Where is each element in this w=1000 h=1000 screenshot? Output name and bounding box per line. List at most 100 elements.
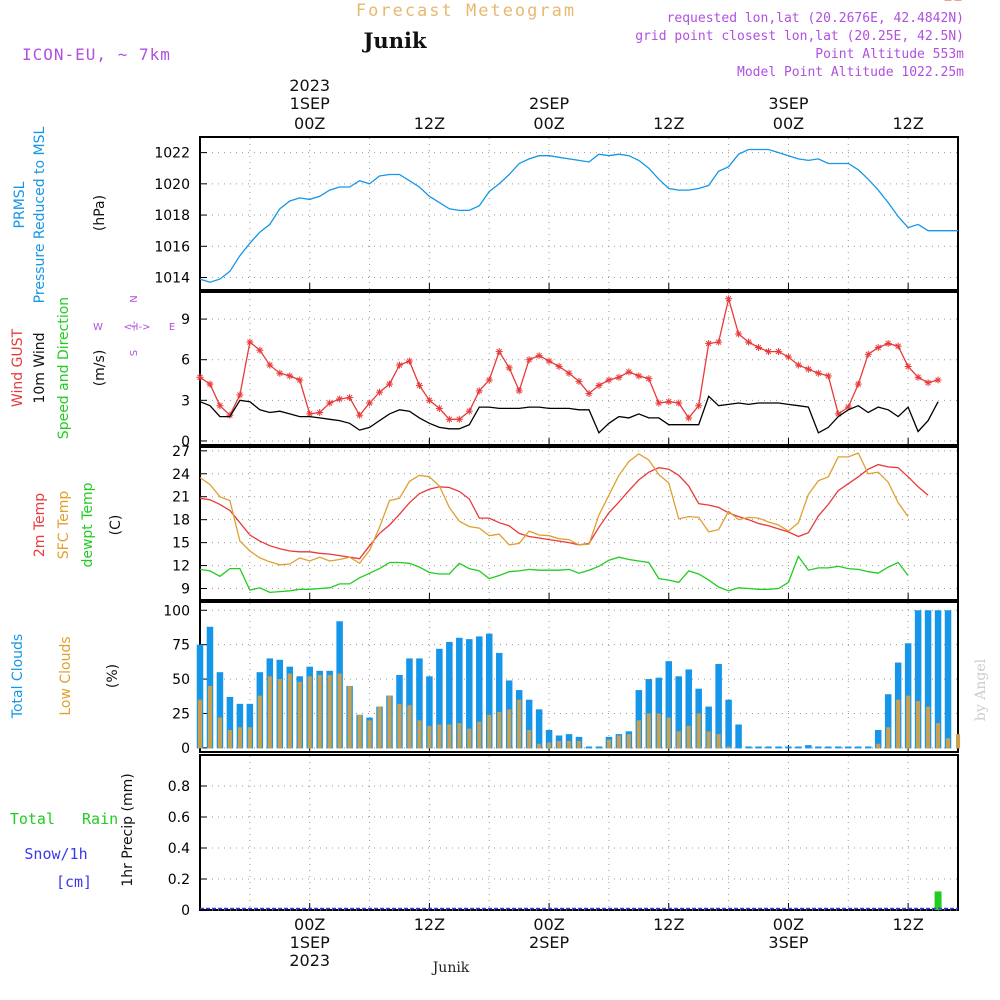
gust-marker <box>625 368 633 376</box>
clouds-unit: (%) <box>105 664 121 688</box>
footer-location: Junik <box>431 960 470 976</box>
temperature-ytick-label: 27 <box>172 444 190 460</box>
requested-lonlat: requested lon,lat (20.2676E, 42.4842N) <box>667 11 964 26</box>
bottom-axis-hour: 12Z <box>414 915 445 934</box>
clouds-ytick-label: 25 <box>172 706 190 722</box>
low-cloud-bar <box>656 713 661 749</box>
gust-marker <box>575 377 583 385</box>
gust-marker <box>854 380 862 388</box>
top-axis-hour: 12Z <box>653 114 684 133</box>
gust-marker <box>745 338 753 346</box>
low-cloud-bar <box>327 674 332 749</box>
low-cloud-bar <box>387 695 392 749</box>
compass-e: E <box>169 322 175 333</box>
low-cloud-bar <box>277 679 282 749</box>
wind-ytick-label: 3 <box>181 393 190 409</box>
total-cloud-bar <box>825 746 832 749</box>
gust-marker <box>934 376 942 384</box>
bottom-axis-hour: 12Z <box>653 915 684 934</box>
compass-rose: N -I- S W <-I-> E <box>93 295 175 356</box>
total-rain-label: Total Rain <box>10 810 118 828</box>
gust-marker <box>346 394 354 402</box>
gust-marker <box>485 376 493 384</box>
low-cloud-bar <box>537 743 542 749</box>
gust-marker <box>874 344 882 352</box>
temperature-ytick-label: 21 <box>172 490 190 506</box>
gust-marker <box>356 411 364 419</box>
gust-marker <box>844 403 852 411</box>
low-cloud-bar <box>497 712 502 749</box>
temperature-ytick-label: 9 <box>181 582 190 598</box>
total-cloud-bar <box>864 746 872 749</box>
low-clouds-label: Low Clouds <box>58 636 74 715</box>
precip-panel: 0 0.2 0.4 0.6 0.8 <box>168 754 959 919</box>
total-cloud-bar <box>216 672 224 749</box>
precip-unit: 1hr Precip (mm) <box>120 773 136 886</box>
top-axis-hour: 00Z <box>773 114 804 133</box>
bottom-axis-hour: 00Z <box>294 915 325 934</box>
top-axis-tick-12: 12Z <box>414 114 445 133</box>
total-cloud-bar <box>466 639 473 749</box>
gust-marker <box>904 362 912 370</box>
low-cloud-bar <box>267 676 272 749</box>
chart-title: Forecast Meteogram <box>356 1 576 21</box>
top-axis-hour: 00Z <box>533 114 564 133</box>
low-cloud-bar <box>367 720 372 749</box>
low-cloud-bar <box>517 699 522 749</box>
wind-ytick-label: 9 <box>181 312 190 328</box>
gust-marker <box>535 352 543 360</box>
gust-marker <box>455 415 463 423</box>
gust-marker <box>635 372 643 380</box>
precip-frame <box>199 754 959 911</box>
total-cloud-bar <box>735 724 742 749</box>
low-cloud-bar <box>217 717 222 749</box>
bottom-axis-hour: 00Z <box>533 915 564 934</box>
gust-marker <box>565 369 573 377</box>
low-cloud-bar <box>716 734 721 749</box>
low-cloud-bar <box>576 740 582 749</box>
gust-marker <box>765 348 772 356</box>
top-axis-hour: 00Z <box>294 114 325 133</box>
wind-series-wind-gust <box>199 298 939 420</box>
low-cloud-bar <box>616 735 621 749</box>
gust-marker <box>395 361 403 369</box>
low-cloud-bar <box>197 699 203 749</box>
temperature-ytick-label: 12 <box>172 559 190 575</box>
gust-marker <box>645 375 653 383</box>
low-cloud-bar <box>457 723 462 749</box>
gust-marker <box>236 391 244 399</box>
compass-n: N <box>129 295 140 302</box>
top-axis-tick-60: 12Z <box>892 114 923 133</box>
top-axis-hour: 12Z <box>892 114 923 133</box>
gust-marker <box>864 350 872 358</box>
top-axis-day: 1SEP <box>290 94 330 113</box>
wind-gust-label: Wind GUST <box>10 328 26 407</box>
pressure-panel: 1014 1016 1018 1020 1022 <box>154 136 959 291</box>
temperature-ytick-label: 18 <box>172 513 190 529</box>
gust-marker <box>336 395 344 403</box>
snow-unit-label: [cm] <box>56 873 92 891</box>
total-cloud-bar <box>934 610 942 749</box>
low-cloud-bar <box>297 681 302 749</box>
gust-marker <box>755 344 763 352</box>
low-cloud-bar <box>876 743 881 749</box>
total-cloud-bar <box>775 746 782 749</box>
credit-label: by Angel <box>973 658 989 721</box>
temperature-frame <box>199 446 959 601</box>
low-cloud-bar <box>377 706 382 749</box>
gust-marker <box>725 295 733 303</box>
total-cloud-bar <box>725 699 732 749</box>
precip-ytick-label: 0.8 <box>168 779 190 795</box>
total-cloud-bar <box>226 696 234 749</box>
pressure-ytick-label: 1014 <box>154 271 190 287</box>
low-cloud-bar <box>896 699 901 749</box>
gust-marker <box>824 372 832 380</box>
low-cloud-bar <box>417 720 422 749</box>
gust-marker <box>615 373 623 381</box>
total-cloud-bar <box>535 709 543 749</box>
gust-marker <box>794 361 802 369</box>
